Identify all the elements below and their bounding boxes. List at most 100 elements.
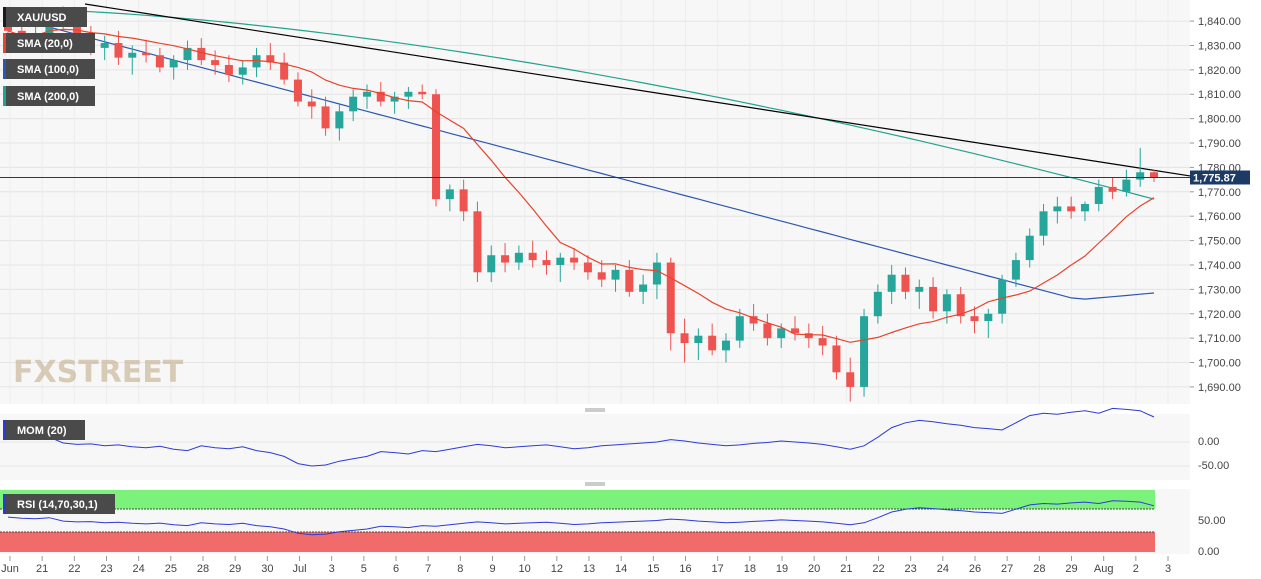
candle-body xyxy=(597,272,606,280)
price-tick-label: 1,730.00 xyxy=(1198,284,1241,296)
rsi-overbought-zone xyxy=(0,490,1155,509)
time-tick-label: 5 xyxy=(361,563,367,575)
candle-body xyxy=(1011,260,1020,280)
price-tick-label: 1,760.00 xyxy=(1198,211,1241,223)
time-tick-label: 30 xyxy=(261,563,273,575)
candle-body xyxy=(362,91,371,97)
candle-body xyxy=(142,52,151,56)
candle-body xyxy=(639,284,648,292)
candle-body xyxy=(625,269,634,292)
symbol-text: XAU/USD xyxy=(17,12,67,24)
panel-resize-handle-2[interactable] xyxy=(585,482,605,486)
symbol-label[interactable]: XAU/USD xyxy=(3,7,87,27)
price-tick-label: 1,790.00 xyxy=(1198,138,1241,150)
candle-body xyxy=(224,64,233,75)
time-tick-label: 25 xyxy=(165,563,177,575)
price-tick-label: 1,820.00 xyxy=(1198,65,1241,77)
candle-body xyxy=(763,323,772,339)
time-tick-label: 22 xyxy=(68,563,80,575)
candle-body xyxy=(459,189,468,212)
price-tick-label: 1,710.00 xyxy=(1198,333,1241,345)
time-tick-label: 23 xyxy=(100,563,112,575)
price-tick-label: 1,840.00 xyxy=(1198,16,1241,28)
candle-body xyxy=(583,262,592,273)
price-tick-label: 1,800.00 xyxy=(1198,114,1241,126)
time-tick-label: 2 xyxy=(1133,563,1139,575)
current-price-badge xyxy=(1190,170,1250,185)
sma20-line xyxy=(7,28,1155,343)
price-tick-label: 1,690.00 xyxy=(1198,382,1241,394)
candle-body xyxy=(211,60,220,65)
time-tick-label: 7 xyxy=(425,563,431,575)
sma20-label[interactable]: SMA (20,0) xyxy=(3,33,95,53)
sma20-text: SMA (20,0) xyxy=(17,38,73,50)
time-tick-label: 21 xyxy=(36,563,48,575)
candle-body xyxy=(956,294,965,317)
candle-body xyxy=(155,55,164,68)
candle-body xyxy=(100,43,109,48)
time-tick-label: 21 xyxy=(840,563,852,575)
candle-body xyxy=(390,96,399,102)
candle-body xyxy=(570,257,579,263)
time-tick-label: Jul xyxy=(292,563,306,575)
candle-body xyxy=(694,335,703,344)
rsi-tick-50: 50.00 xyxy=(1198,515,1226,527)
candle-body xyxy=(998,279,1007,314)
candle-body xyxy=(404,91,413,97)
time-tick-label: 24 xyxy=(133,563,145,575)
candle-body xyxy=(832,345,841,373)
time-tick-label: 26 xyxy=(969,563,981,575)
time-tick-label: 10 xyxy=(519,563,531,575)
sma200-line xyxy=(7,8,1155,200)
candle-body xyxy=(73,23,82,34)
candle-body xyxy=(984,313,993,322)
rsi-label[interactable]: RSI (14,70,30,1) xyxy=(3,494,115,514)
panel-resize-handle-1[interactable] xyxy=(585,408,605,412)
candle-body xyxy=(1150,172,1158,178)
candle-body xyxy=(680,333,689,344)
time-tick-label: 24 xyxy=(937,563,949,575)
rsi-oversold-zone xyxy=(0,532,1155,552)
time-tick-label: Jun xyxy=(1,563,19,575)
time-tick-label: 18 xyxy=(744,563,756,575)
candle-body xyxy=(942,294,951,312)
sma100-text: SMA (100,0) xyxy=(17,64,79,76)
candle-body xyxy=(321,106,330,129)
candle-body xyxy=(887,274,896,292)
price-tick-label: 1,750.00 xyxy=(1198,236,1241,248)
price-tick-label: 1,700.00 xyxy=(1198,358,1241,370)
candle-body xyxy=(376,91,385,102)
momentum-label[interactable]: MOM (20) xyxy=(3,420,85,440)
rsi-line xyxy=(7,500,1155,536)
candle-body xyxy=(1025,235,1034,261)
time-tick-label: 20 xyxy=(808,563,820,575)
candle-body xyxy=(708,335,717,351)
time-tick-label: 9 xyxy=(489,563,495,575)
candle-body xyxy=(114,43,123,58)
candle-body xyxy=(652,262,661,285)
candle-body xyxy=(307,101,316,107)
time-tick-label: 13 xyxy=(583,563,595,575)
time-tick-label: 22 xyxy=(872,563,884,575)
price-tick-label: 1,810.00 xyxy=(1198,89,1241,101)
candle-body xyxy=(280,62,289,80)
time-tick-label: 28 xyxy=(1033,563,1045,575)
sma100-label[interactable]: SMA (100,0) xyxy=(3,59,95,79)
candle-body xyxy=(501,255,510,263)
candle-body xyxy=(128,52,137,58)
candle-body xyxy=(418,91,427,95)
trendline-path xyxy=(84,3,1191,177)
sma100-path xyxy=(7,15,1155,300)
candle-body xyxy=(169,60,178,68)
sma200-label[interactable]: SMA (200,0) xyxy=(3,86,95,106)
rsi-tick-0: 0.00 xyxy=(1198,546,1219,558)
candle-body xyxy=(1080,204,1089,212)
candle-body xyxy=(238,67,247,75)
time-tick-label: 29 xyxy=(1065,563,1077,575)
candle-body xyxy=(556,257,565,265)
candle-body xyxy=(1094,186,1103,204)
candle-body xyxy=(293,79,302,102)
candle-body xyxy=(1136,172,1145,180)
time-axis: Jun 21 22 23 24 25 28 29 30 Jul 3 5 6 7 8 9 10 12 13 14 15 16… xyxy=(1,556,1171,575)
